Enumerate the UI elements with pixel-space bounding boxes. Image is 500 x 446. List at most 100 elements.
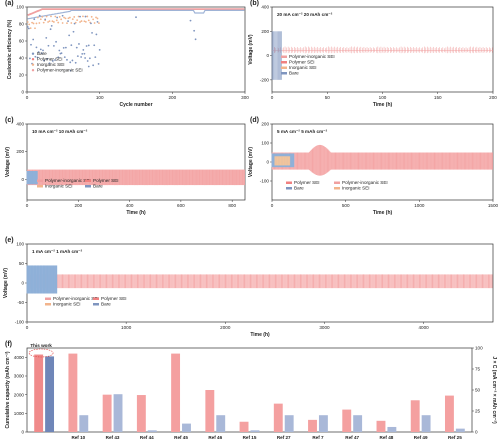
series-bare-point (135, 16, 137, 19)
y-tick-label: 50 (19, 261, 25, 266)
panel-4: (e) 0 1000 2000 3000 4000 -100 -50 0 50 100 Time (h… (3, 237, 494, 338)
series-inorganic-sei-point (66, 22, 68, 25)
y-tick-label: 40 (19, 56, 25, 61)
y-tick-label: 80 (19, 22, 25, 27)
legend-marker (31, 58, 35, 61)
y-tick-label: 0 (21, 90, 24, 95)
this-work-highlight (28, 348, 54, 358)
legend-label: Polymer SEI (37, 57, 63, 62)
series-bare-point (38, 14, 41, 17)
series-bare-point (71, 59, 74, 62)
x-axis-label: Time (h) (250, 332, 270, 338)
y-tick-label: 400 (261, 5, 269, 10)
bar-jxc (387, 426, 397, 432)
condition-annotation: 5 mA cm⁻² 5 mAh cm⁻² (277, 129, 328, 134)
y-tick-label: 0 (21, 177, 24, 182)
x-tick-label: 0 (26, 325, 29, 330)
x-tick-label: Ref 49 (414, 435, 428, 440)
series-bare-point (55, 40, 57, 43)
legend-swatch (281, 66, 287, 69)
legend-label: Inorganic SEI (342, 186, 370, 191)
series-bare-point (92, 64, 95, 67)
plot-frame (26, 347, 473, 433)
y-tick-label: 0 (266, 160, 269, 165)
series-bare-point (87, 44, 90, 47)
legend-label: Inorganic SEI (53, 302, 81, 307)
x-tick-label: 1000 (121, 325, 132, 330)
series-bare-point (46, 57, 49, 60)
series-inorganic-sei-point (86, 15, 89, 18)
condition-annotation: 1 mA cm⁻² 1 mAh cm⁻² (32, 249, 83, 254)
x-tick-label: 0 (271, 95, 274, 100)
series-inorganic-sei-point (32, 22, 35, 25)
legend-marker (31, 52, 35, 55)
legend-label: Polymer SEI (294, 180, 320, 185)
bar-cumulative-capacity (342, 409, 352, 432)
series-bare-point (97, 63, 100, 65)
legend-label: Polymer-inorganic SEI (37, 68, 83, 73)
legend-swatch (45, 297, 51, 300)
series-inorganic-sei-point (82, 15, 84, 18)
series-inorganic-sei-point (38, 22, 41, 24)
bar-cumulative-capacity (376, 420, 386, 432)
series-bare-point (193, 29, 196, 32)
legend-label: Inorganic SEI (289, 65, 317, 70)
legend-swatch (334, 187, 340, 190)
panel-label: (f) (5, 341, 12, 348)
series-bare-point (49, 28, 52, 31)
series-inorganic-sei-point (79, 21, 81, 23)
plot-frame (26, 6, 246, 93)
series-inorganic-sei-point (64, 17, 67, 20)
y-tick-label: -100 (15, 320, 25, 325)
legend-label: Polymer-inorganic SEI (53, 296, 99, 301)
this-work-annotation: This work (30, 343, 52, 348)
x-tick-label: 400 (126, 203, 134, 208)
panel-5: (f) 0 1000 2000 3000 4000 0 25 50 75 100 Cumulative… (5, 341, 497, 440)
y-tick-label: 0 (266, 53, 269, 58)
series-bare-point (94, 56, 97, 59)
series-bare-point (98, 48, 101, 51)
plot-frame (26, 123, 246, 201)
series-inorganic-sei-point (67, 17, 70, 20)
series-inorganic-sei-point (45, 15, 48, 18)
condition-annotation: 20 mA cm⁻² 20 mAh cm⁻² (277, 12, 333, 17)
series-bare-point (67, 20, 69, 23)
x-tick-label: 800 (228, 203, 236, 208)
x-axis-label: Time (h) (373, 210, 393, 216)
series-polymer-sei (27, 9, 245, 20)
y-axis-label: Voltage (mV) (5, 147, 11, 178)
series-inorganic-sei-point (35, 22, 38, 25)
y-tick-label: 100 (16, 242, 24, 247)
series-bare-point (91, 31, 93, 34)
x-tick-label: 50 (325, 95, 331, 100)
series-inorganic-sei-point (39, 18, 42, 21)
panel-3: (d) 0 500 1000 1500 -100 0 100 200 Time (h) Voltag… (248, 117, 499, 216)
legend-label: Bare (37, 51, 47, 56)
series-bare-point (61, 14, 64, 17)
series-bare-point (70, 44, 73, 47)
series-inorganic-sei-point (51, 20, 54, 23)
series-bare-point (78, 43, 80, 45)
bar-cumulative-capacity (444, 395, 454, 432)
x-tick-label: Ref 27 (277, 435, 291, 440)
x-axis-label: Cycle number (119, 102, 152, 108)
x-tick-label: Ref 7 (312, 435, 324, 440)
series-bare-point (60, 52, 63, 55)
series-inorganic-sei-point (68, 16, 71, 19)
legend-label: Bare (289, 71, 299, 76)
series-inorganic-sei-point (47, 21, 49, 23)
series-bare-point (56, 16, 59, 19)
x-tick-label: 3000 (319, 325, 330, 330)
legend-label: Inorganic SEI (45, 184, 73, 189)
series-bare-point (72, 30, 75, 33)
series-bare-point (32, 38, 35, 41)
x-tick-label: Ref 47 (345, 435, 359, 440)
bar-jxc (147, 430, 157, 432)
series-inorganic-sei-point (63, 16, 65, 19)
series-bare-point (82, 49, 85, 51)
x-tick-label: 0 (26, 203, 29, 208)
series-inorganic-sei-point (73, 16, 76, 18)
legend-swatch (281, 61, 287, 64)
legend-swatch (37, 185, 43, 188)
